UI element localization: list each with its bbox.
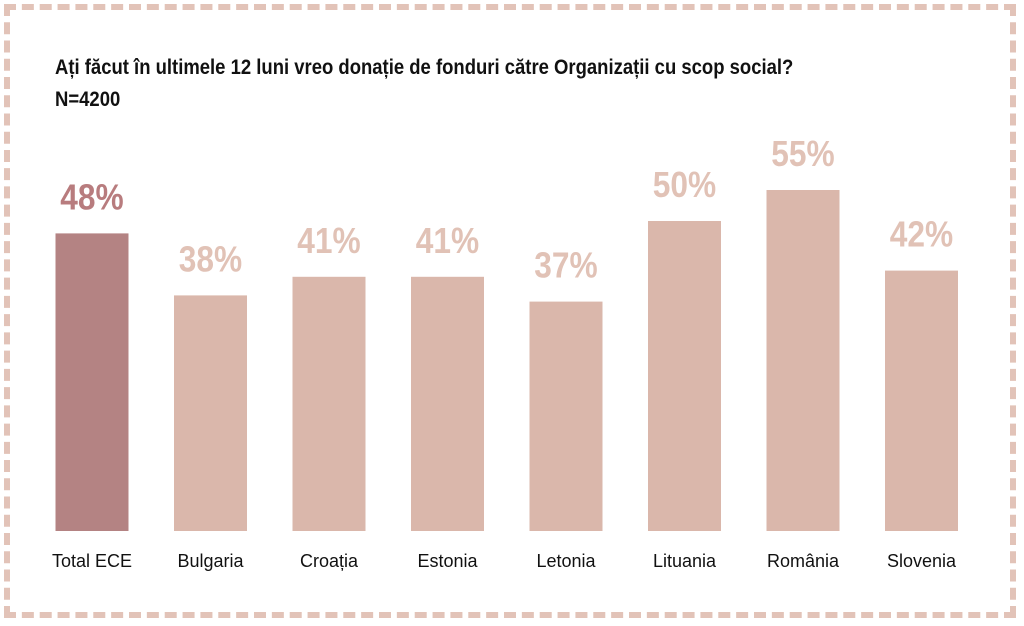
category-label: România — [767, 551, 840, 571]
category-label: Bulgaria — [177, 551, 244, 571]
category-label: Letonia — [536, 551, 596, 571]
chart-title-block: Ați făcut în ultimele 12 luni vreo donaț… — [55, 52, 873, 116]
bar-bulgaria — [174, 295, 247, 531]
value-label: 42% — [890, 215, 953, 255]
value-labels-group: 48% 38% 41% 41% 37% 50% 55% 42% — [60, 134, 953, 286]
chart-title: Ați făcut în ultimele 12 luni vreo donaț… — [55, 56, 794, 79]
bar-total-ece — [55, 233, 129, 531]
bar-lituania — [648, 221, 721, 531]
dashed-border-frame — [4, 4, 1016, 618]
bar-letonia — [529, 301, 603, 531]
category-label: Total ECE — [52, 551, 132, 571]
bar-românia — [766, 190, 840, 531]
category-label: Lituania — [653, 551, 717, 571]
category-label: Estonia — [417, 551, 478, 571]
bar-croația — [292, 276, 366, 531]
value-label: 41% — [416, 221, 479, 261]
value-label: 50% — [653, 165, 716, 205]
value-label: 48% — [60, 178, 123, 218]
category-label: Croația — [300, 551, 359, 571]
value-label: 41% — [297, 221, 360, 261]
bar-estonia — [411, 276, 484, 531]
bar-slovenia — [885, 270, 958, 531]
value-label: 55% — [771, 134, 834, 174]
value-label: 38% — [179, 240, 242, 280]
bars-group — [55, 190, 958, 531]
value-label: 37% — [534, 246, 597, 286]
category-label: Slovenia — [887, 551, 957, 571]
category-labels-group: Total ECE Bulgaria Croația Estonia Letonia Li… — [52, 551, 957, 571]
chart-subtitle: N=4200 — [55, 88, 121, 111]
